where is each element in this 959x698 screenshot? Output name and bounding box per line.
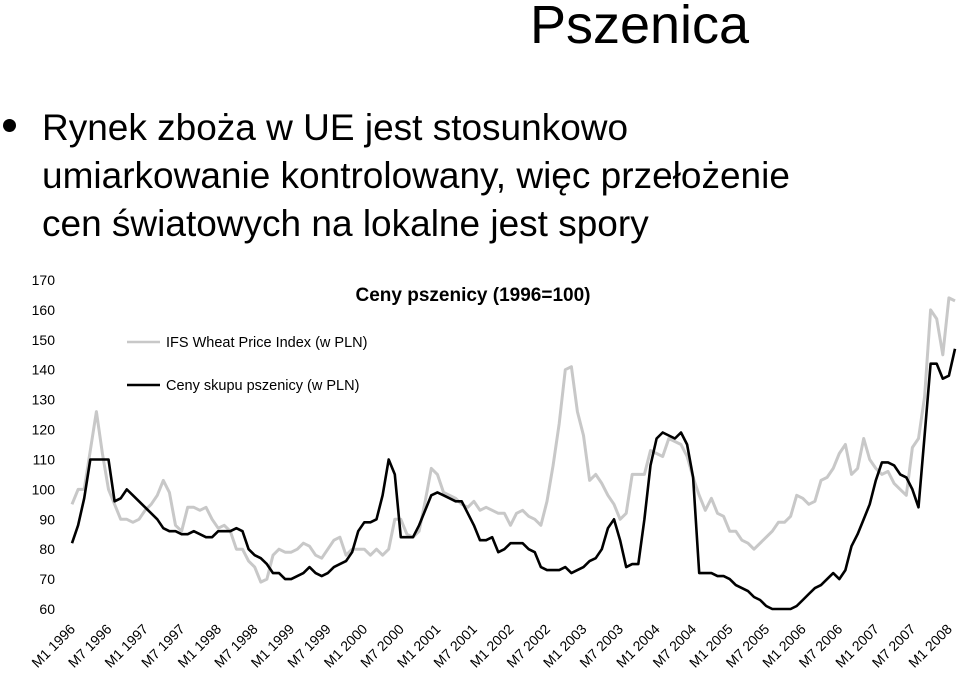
y-tick-label: 140 <box>32 362 56 378</box>
y-tick-label: 170 <box>32 272 56 288</box>
y-tick-label: 70 <box>39 571 55 587</box>
bullet-line: Rynek zboża w UE jest stosunkowo <box>42 107 629 148</box>
slide-title: Pszenica <box>529 0 750 55</box>
bullet-dot-icon <box>3 119 16 132</box>
series-line-ifs <box>70 296 956 584</box>
y-tick-label: 60 <box>39 601 55 617</box>
y-axis: 60 70 80 90 100 110 120 130 140 150 160 170 <box>32 272 56 617</box>
bullet-line: cen światowych na lokalne jest spory <box>42 203 649 244</box>
bullet-line: umiarkowanie kontrolowany, więc przełoże… <box>42 155 790 196</box>
y-tick-label: 150 <box>32 332 56 348</box>
y-tick-label: 100 <box>32 481 56 497</box>
series-line-skup <box>70 348 957 611</box>
bullet-text: Rynek zboża w UE jest stosunkowo umiarko… <box>42 104 942 248</box>
y-tick-label: 130 <box>32 392 56 408</box>
y-tick-label: 80 <box>39 541 55 557</box>
y-tick-label: 110 <box>33 451 56 467</box>
y-tick-label: 120 <box>32 422 56 438</box>
y-tick-label: 160 <box>32 302 56 318</box>
legend-label-ifs: IFS Wheat Price Index (w PLN) <box>166 335 367 351</box>
legend-label-skup: Ceny skupu pszenicy (w PLN) <box>166 378 359 394</box>
legend: IFS Wheat Price Index (w PLN) Ceny skupu… <box>127 335 367 394</box>
y-tick-label: 90 <box>39 511 55 527</box>
chart-title: Ceny pszenicy (1996=100) <box>356 285 591 306</box>
series-layer <box>70 296 957 611</box>
wheat-price-chart: 60 70 80 90 100 110 120 130 140 150 160 170 M1 1996… <box>28 272 957 671</box>
